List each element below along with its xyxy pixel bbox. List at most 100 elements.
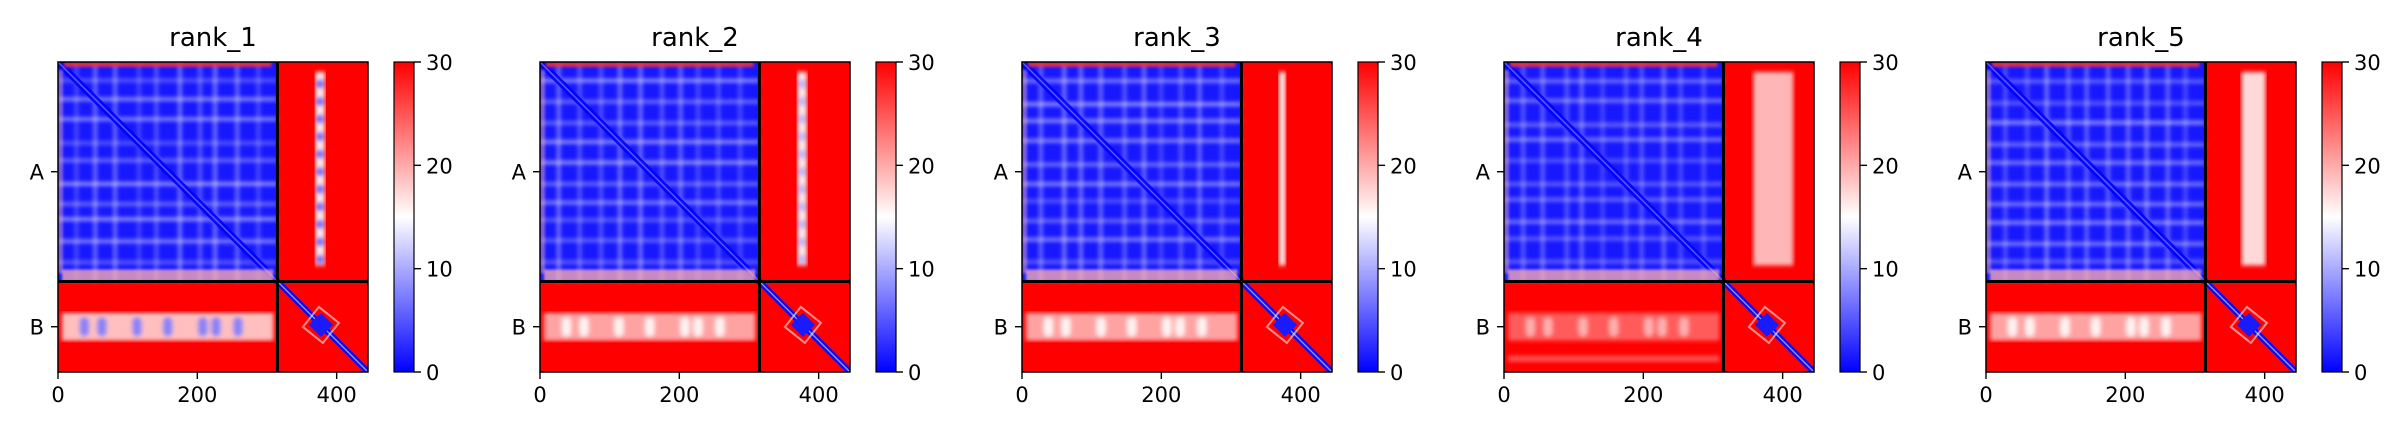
x-tick-label: 400 — [2245, 383, 2285, 407]
block-bb-domain — [790, 312, 815, 337]
block-bb — [1239, 279, 1332, 372]
colorbar: 0 10 20 30 — [1357, 51, 1417, 385]
x-tick-label: 0 — [1979, 383, 1992, 407]
colorbar-tick-label: 30 — [1872, 51, 1899, 75]
panel-title: rank_1 — [169, 23, 257, 53]
colorbar-tick-label: 0 — [2354, 361, 2367, 385]
x-tick-label: 400 — [799, 383, 839, 407]
plot-frame — [57, 61, 369, 373]
x-tick-label: 400 — [1763, 383, 1803, 407]
colorbar-tick-label: 10 — [908, 258, 935, 282]
colorbar-gradient — [1839, 61, 1861, 373]
chain-label: A — [994, 161, 1009, 185]
panel-title: rank_4 — [1615, 23, 1703, 53]
colorbar-gradient — [1357, 61, 1379, 373]
block-bb — [1721, 279, 1814, 372]
colorbar-tick-label: 30 — [2354, 51, 2381, 75]
x-tick-label: 200 — [1623, 383, 1663, 407]
colorbar: 0 10 20 30 — [1839, 51, 1899, 385]
block-aa-texture — [58, 62, 278, 282]
colorbar-tick-label: 0 — [908, 361, 921, 385]
chain-label: B — [30, 316, 44, 340]
colorbar-tick-label: 30 — [1390, 51, 1417, 75]
colorbar-tick-label: 0 — [1872, 361, 1885, 385]
block-ab — [2241, 72, 2266, 266]
block-bb-domain — [1272, 312, 1297, 337]
panel-title: rank_5 — [2097, 23, 2185, 53]
plot-frame — [1985, 61, 2297, 373]
block-aa — [1986, 62, 2208, 284]
x-tick-label: 400 — [1281, 383, 1321, 407]
heatmap — [540, 62, 850, 372]
block-ab — [1278, 72, 1286, 266]
plot-frame — [539, 61, 851, 373]
chain-label: B — [1476, 316, 1490, 340]
block-aa-texture — [540, 62, 760, 282]
pae-panel-3: rank_3 0 200 400 A B 0 10 20 30 — [994, 23, 1417, 407]
x-tick-label: 200 — [2105, 383, 2145, 407]
heatmap — [58, 62, 368, 372]
chain-label: A — [512, 161, 527, 185]
pae-panel-5: rank_5 0 200 400 A B 0 10 20 30 — [1958, 23, 2381, 407]
x-tick-label: 0 — [1497, 383, 1510, 407]
colorbar-tick-label: 20 — [908, 154, 935, 178]
heatmap — [1986, 62, 2296, 372]
colorbar-tick-label: 20 — [1872, 154, 1899, 178]
colorbar-tick-label: 20 — [1390, 154, 1417, 178]
colorbar-tick-label: 20 — [426, 154, 453, 178]
block-ab-stripe — [2241, 72, 2266, 266]
block-ab — [315, 72, 326, 266]
plot-frame — [1503, 61, 1815, 373]
block-ab-stripe — [1753, 72, 1794, 266]
pae-panel-2: rank_2 0 200 400 A B 0 10 20 30 — [512, 23, 935, 407]
colorbar: 0 10 20 30 — [393, 51, 453, 385]
colorbar-tick-label: 30 — [908, 51, 935, 75]
colorbar-tick-label: 10 — [2354, 258, 2381, 282]
block-aa-texture — [1504, 62, 1724, 282]
block-bb-domain — [2236, 312, 2261, 337]
x-tick-label: 200 — [177, 383, 217, 407]
block-ab — [797, 72, 808, 266]
colorbar: 0 10 20 30 — [2321, 51, 2381, 385]
colorbar-tick-label: 10 — [1872, 258, 1899, 282]
block-ba — [544, 312, 756, 341]
panel-title: rank_2 — [651, 23, 739, 53]
plot-frame — [1021, 61, 1333, 373]
block-ba — [1508, 312, 1720, 362]
x-tick-label: 0 — [1015, 383, 1028, 407]
colorbar-gradient — [393, 61, 415, 373]
block-ba — [62, 312, 274, 341]
pae-panel-1: rank_1 0 200 400 A B 0 10 20 30 — [30, 23, 453, 407]
block-bb-domain — [308, 312, 333, 337]
block-aa-edges — [1986, 62, 2202, 282]
x-tick-label: 400 — [317, 383, 357, 407]
block-aa-edges — [1022, 62, 1238, 282]
block-ba — [1990, 312, 2202, 341]
colorbar-tick-label: 20 — [2354, 154, 2381, 178]
colorbar-gradient — [875, 61, 897, 373]
colorbar-tick-label: 0 — [426, 361, 439, 385]
block-aa-edges — [540, 62, 756, 282]
chain-label: A — [30, 161, 45, 185]
block-ab — [1753, 72, 1794, 266]
colorbar-tick-label: 0 — [1390, 361, 1403, 385]
colorbar-tick-label: 30 — [426, 51, 453, 75]
block-aa-texture — [1022, 62, 1242, 282]
heatmap — [1022, 62, 1332, 372]
block-aa — [58, 62, 280, 284]
block-bb — [2203, 279, 2296, 372]
chain-label: B — [994, 316, 1008, 340]
colorbar: 0 10 20 30 — [875, 51, 935, 385]
pae-panel-4: rank_4 0 200 400 A B 0 10 20 30 — [1476, 23, 1899, 407]
block-aa — [1022, 62, 1244, 284]
chain-label: B — [512, 316, 526, 340]
block-bb-domain — [1754, 312, 1779, 337]
block-aa-texture — [1986, 62, 2206, 282]
chain-label: A — [1476, 161, 1491, 185]
x-tick-label: 200 — [659, 383, 699, 407]
x-tick-label: 0 — [51, 383, 64, 407]
block-ba — [1026, 312, 1238, 341]
x-tick-label: 0 — [533, 383, 546, 407]
